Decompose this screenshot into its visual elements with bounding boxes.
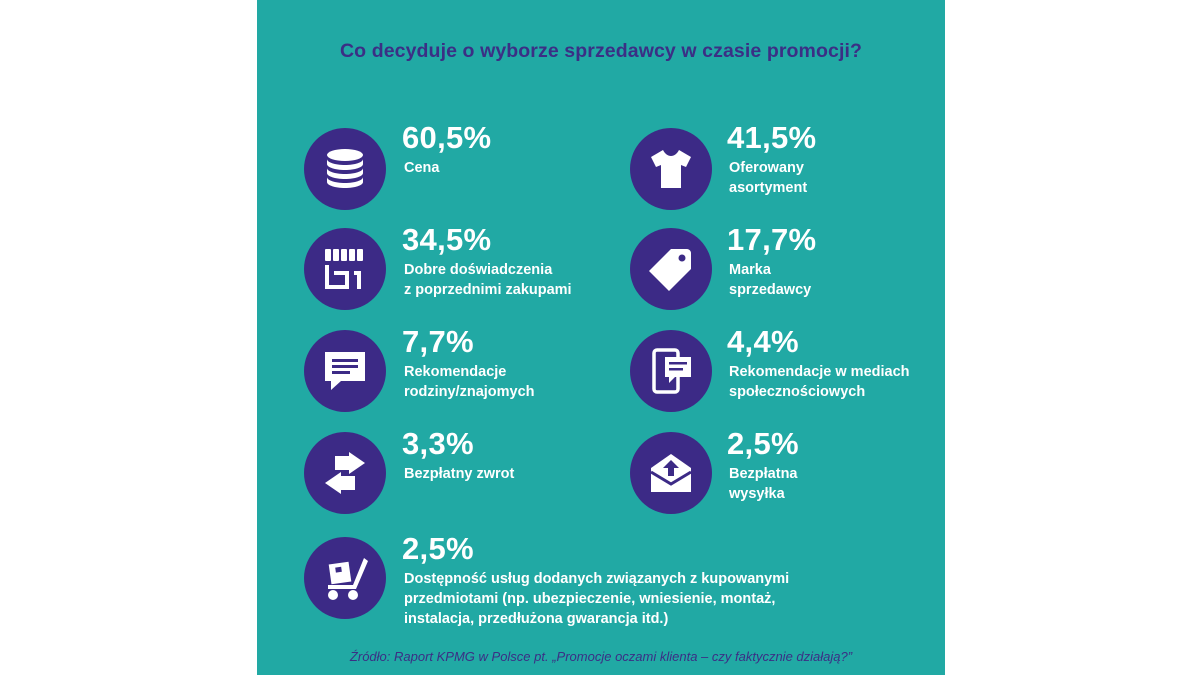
stat-label-line: Rekomendacje w mediach — [729, 364, 910, 380]
stat-label-line: sprzedawcy — [729, 282, 812, 298]
price-tag-icon — [630, 228, 712, 310]
stat-percent: 41,5% — [727, 120, 817, 155]
envelope-upload-icon — [630, 432, 712, 514]
stat-label: Rekomendacje rodziny/znajomych — [404, 362, 535, 402]
stat-label: Cena — [404, 158, 439, 178]
stat-label: Bezpłatna wysyłka — [729, 464, 798, 504]
stat-label: Dostępność usług dodanych związanych z k… — [404, 569, 789, 629]
stat-label-line: Bezpłatna — [729, 466, 798, 482]
stat-label-line: Oferowany — [729, 160, 804, 176]
infographic-panel: Co decyduje o wyborze sprzedawcy w czasi… — [257, 0, 945, 675]
storefront-icon — [304, 228, 386, 310]
infographic-title: Co decyduje o wyborze sprzedawcy w czasi… — [339, 40, 862, 62]
stat-label-line: Dobre doświadczenia — [404, 262, 553, 278]
stat-percent: 4,4% — [727, 324, 799, 359]
stat-percent: 7,7% — [402, 324, 474, 359]
stat-label-line: Bezpłatny zwrot — [404, 466, 515, 482]
stat-label-line: z poprzednimi zakupami — [404, 282, 572, 298]
stat-label: Rekomendacje w mediach społecznościowych — [729, 362, 910, 402]
stat-label-line: Cena — [404, 160, 440, 176]
stat-label: Bezpłatny zwrot — [404, 464, 514, 484]
stat-percent: 2,5% — [402, 531, 474, 566]
stat-label-line: rodziny/znajomych — [404, 384, 535, 400]
stat-label: Oferowany asortyment — [729, 158, 807, 198]
stat-label: Marka sprzedawcy — [729, 260, 811, 300]
stat-percent: 34,5% — [402, 222, 492, 257]
return-arrows-icon — [304, 432, 386, 514]
stat-label-line: Dostępność usług dodanych związanych z k… — [404, 571, 790, 587]
stat-percent: 3,3% — [402, 426, 474, 461]
stat-label-line: instalacja, przedłużona gwarancja itd.) — [404, 611, 669, 627]
stat-label-line: społecznościowych — [729, 384, 866, 400]
phone-chat-icon — [630, 330, 712, 412]
speech-bubble-icon — [304, 330, 386, 412]
source-note: Źródło: Raport KPMG w Polsce pt. „Promoc… — [349, 649, 853, 664]
stat-label: Dobre doświadczenia z poprzednimi zakupa… — [404, 260, 572, 300]
stat-label-line: Rekomendacje — [404, 364, 507, 380]
stat-label-line: Marka — [729, 262, 771, 278]
stat-label-line: przedmiotami (np. ubezpieczenie, wniesie… — [404, 591, 776, 607]
hand-truck-icon — [304, 537, 386, 619]
stat-percent: 2,5% — [727, 426, 799, 461]
stat-label-line: asortyment — [729, 180, 808, 196]
stat-percent: 17,7% — [727, 222, 817, 257]
stat-label-line: wysyłka — [729, 486, 785, 502]
stat-percent: 60,5% — [402, 120, 492, 155]
coins-stack-icon — [304, 128, 386, 210]
tshirt-icon — [630, 128, 712, 210]
